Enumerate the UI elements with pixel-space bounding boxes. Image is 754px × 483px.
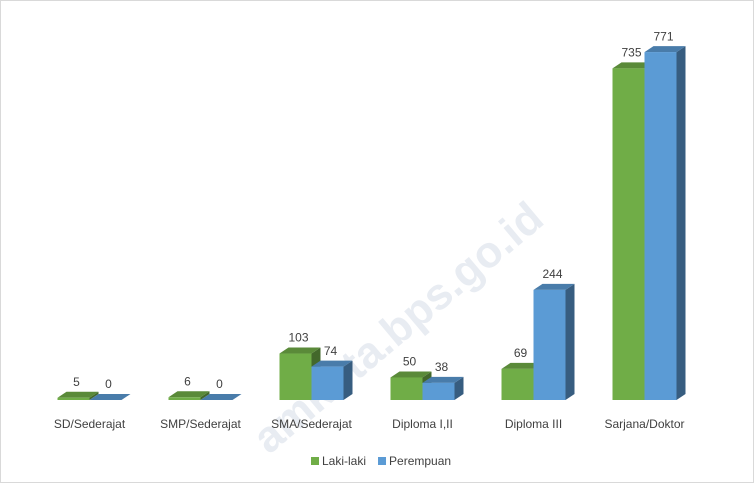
bar-front — [390, 377, 423, 400]
bar — [200, 394, 242, 400]
x-tick-label: SMP/Sederajat — [160, 417, 241, 431]
bar-side — [343, 360, 353, 400]
bar-front — [422, 382, 455, 400]
bar-front — [168, 397, 201, 400]
bar-side — [676, 46, 686, 401]
data-label: 74 — [324, 344, 338, 358]
bar-front — [57, 397, 90, 400]
bar-front — [501, 368, 534, 400]
x-tick-label: Diploma III — [505, 417, 562, 431]
data-label: 0 — [216, 377, 223, 391]
bar-side — [454, 376, 464, 400]
data-label: 244 — [542, 267, 562, 281]
bar — [311, 360, 353, 400]
bar-top — [612, 62, 654, 69]
data-label: 103 — [288, 331, 308, 345]
bar-top — [533, 283, 575, 290]
bar-front — [612, 68, 645, 401]
bar — [422, 376, 464, 400]
bar-top — [89, 394, 131, 400]
bar-top — [279, 347, 321, 354]
data-label: 6 — [184, 374, 191, 388]
bar-front — [533, 289, 566, 400]
bar-top — [390, 371, 432, 378]
legend-label: Laki-laki — [322, 454, 366, 468]
data-label: 69 — [514, 346, 528, 360]
bar-top — [422, 376, 464, 383]
bar-side — [565, 283, 575, 400]
x-tick-label: SMA/Sederajat — [271, 417, 352, 431]
bar — [644, 46, 686, 401]
bar — [89, 394, 131, 400]
bar — [533, 283, 575, 400]
legend-swatch — [378, 457, 387, 465]
data-label: 771 — [653, 29, 673, 43]
bar — [57, 391, 99, 400]
bar-side — [200, 391, 210, 400]
x-tick-label: Sarjana/Doktor — [604, 417, 684, 431]
data-label: 50 — [403, 355, 417, 369]
bar-top — [57, 391, 99, 398]
bar — [168, 391, 210, 400]
bar-front — [644, 52, 677, 401]
legend-swatch — [311, 457, 319, 465]
bar-top — [644, 46, 686, 53]
data-label: 0 — [105, 377, 112, 391]
data-label: 38 — [435, 360, 449, 374]
bar-top — [168, 391, 210, 398]
bar-side — [89, 391, 99, 400]
bar-top — [311, 360, 353, 367]
bar-front — [311, 366, 344, 400]
legend-label: Perempuan — [389, 454, 451, 468]
x-tick-label: Diploma I,II — [392, 417, 453, 431]
bar-front — [279, 353, 312, 400]
bar-top — [501, 362, 543, 369]
data-label: 5 — [73, 375, 80, 389]
data-label: 735 — [621, 46, 641, 60]
bar-top — [200, 394, 242, 400]
x-tick-label: SD/Sederajat — [54, 417, 126, 431]
